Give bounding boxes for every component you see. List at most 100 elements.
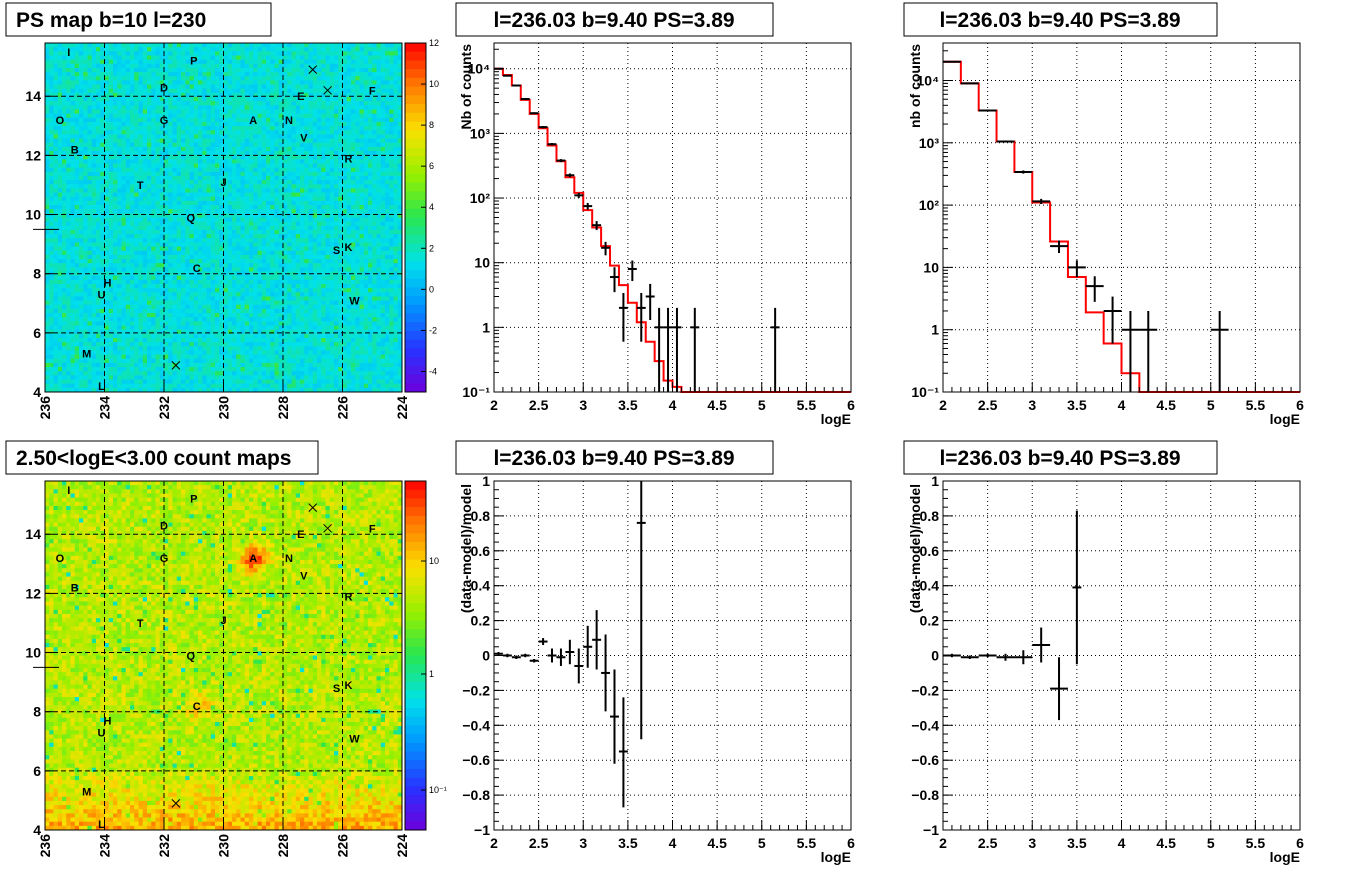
heatmap-cell [206,246,212,252]
heatmap-cell [104,72,110,77]
heatmap-cell [389,205,394,210]
heatmap-cell [334,76,339,81]
heatmap-cell [397,200,403,206]
heatmap-cell [164,229,169,235]
heatmap-cell [257,250,263,256]
heatmap-cell [49,63,54,69]
heatmap-cell [342,171,348,177]
heatmap-cell [359,221,365,227]
heatmap-cell [45,171,50,177]
heatmap-cell [240,163,246,169]
heatmap-cell [236,101,241,106]
heatmap-cell [372,84,377,90]
heatmap-cell [389,213,394,218]
heatmap-cell [291,113,297,119]
heatmap-cell [113,271,118,277]
heatmap-cell [351,254,356,260]
heatmap-cell [181,275,186,281]
heatmap-cell [147,151,152,156]
heatmap-cell [312,109,318,115]
heatmap-cell [295,254,301,260]
heatmap-cell [232,175,237,181]
heatmap-cell [91,146,97,152]
heatmap-cell [57,167,63,173]
heatmap-cell [70,200,76,206]
heatmap-cell [346,155,352,160]
heatmap-cell [274,113,280,119]
heatmap-cell [321,225,326,231]
heatmap-cell [317,263,322,268]
heatmap-cell [389,259,394,264]
heatmap-cell [236,47,241,52]
heatmap-cell [210,67,216,73]
heatmap-cell [223,101,229,106]
heatmap-cell [287,180,292,185]
heatmap-cell [193,101,199,106]
heatmap-cell [227,97,233,102]
heatmap-cell [223,55,229,61]
heatmap-cell [155,159,161,164]
heatmap-cell [219,221,224,227]
heatmap-cell [346,113,352,119]
heatmap-cell [45,138,50,144]
heatmap-cell [249,217,254,223]
heatmap-cell [125,238,131,243]
heatmap-cell [244,213,250,218]
heatmap-cell [393,134,399,139]
heatmap-cell [393,263,399,268]
heatmap-cell [79,238,84,243]
heatmap-cell [155,47,161,52]
heatmap-cell [147,63,152,69]
heatmap-cell [232,275,237,281]
heatmap-cell [138,234,144,239]
heatmap-cell [244,109,250,115]
heatmap-cell [346,134,352,139]
heatmap-cell [172,51,178,56]
heatmap-cell [159,101,165,106]
heatmap-cell [74,184,80,189]
heatmap-cell [351,130,356,135]
heatmap-cell [104,130,110,135]
heatmap-cell [244,250,250,256]
heatmap-cell [236,171,241,177]
heatmap-cell [108,196,114,202]
heatmap-cell [236,213,241,218]
heatmap-cell [62,229,67,235]
heatmap-cell [66,163,71,169]
heatmap-cell [202,196,207,202]
heatmap-cell [142,55,148,61]
heatmap-cell [380,63,386,69]
heatmap-cell [176,105,182,110]
heatmap-cell [244,151,250,156]
heatmap-cell [397,234,403,239]
heatmap-cell [83,288,88,293]
heatmap-cell [300,138,305,144]
heatmap-cell [270,175,275,181]
heatmap-cell [334,88,339,94]
heatmap-cell [49,51,54,56]
heatmap-cell [57,67,63,73]
heatmap-cell [295,221,301,227]
heatmap-cell [70,67,76,73]
heatmap-cell [232,279,237,285]
heatmap-cell [342,254,348,260]
heatmap-cell [236,242,241,247]
heatmap-cell [206,188,212,193]
heatmap-cell [397,97,403,102]
heatmap-cell [274,271,280,277]
heatmap-cell [193,188,199,193]
heatmap-cell [121,283,127,289]
heatmap-cell [206,283,212,289]
heatmap-cell [130,196,135,202]
heatmap-cell [151,184,156,189]
heatmap-cell [181,279,186,285]
heatmap-cell [385,146,390,152]
heatmap-cell [355,175,360,181]
heatmap-cell [113,84,118,90]
heatmap-cell [261,192,267,198]
heatmap-cell [244,180,250,185]
heatmap-cell [291,155,297,160]
heatmap-cell [108,101,114,106]
heatmap-cell [151,43,156,48]
heatmap-cell [266,130,271,135]
